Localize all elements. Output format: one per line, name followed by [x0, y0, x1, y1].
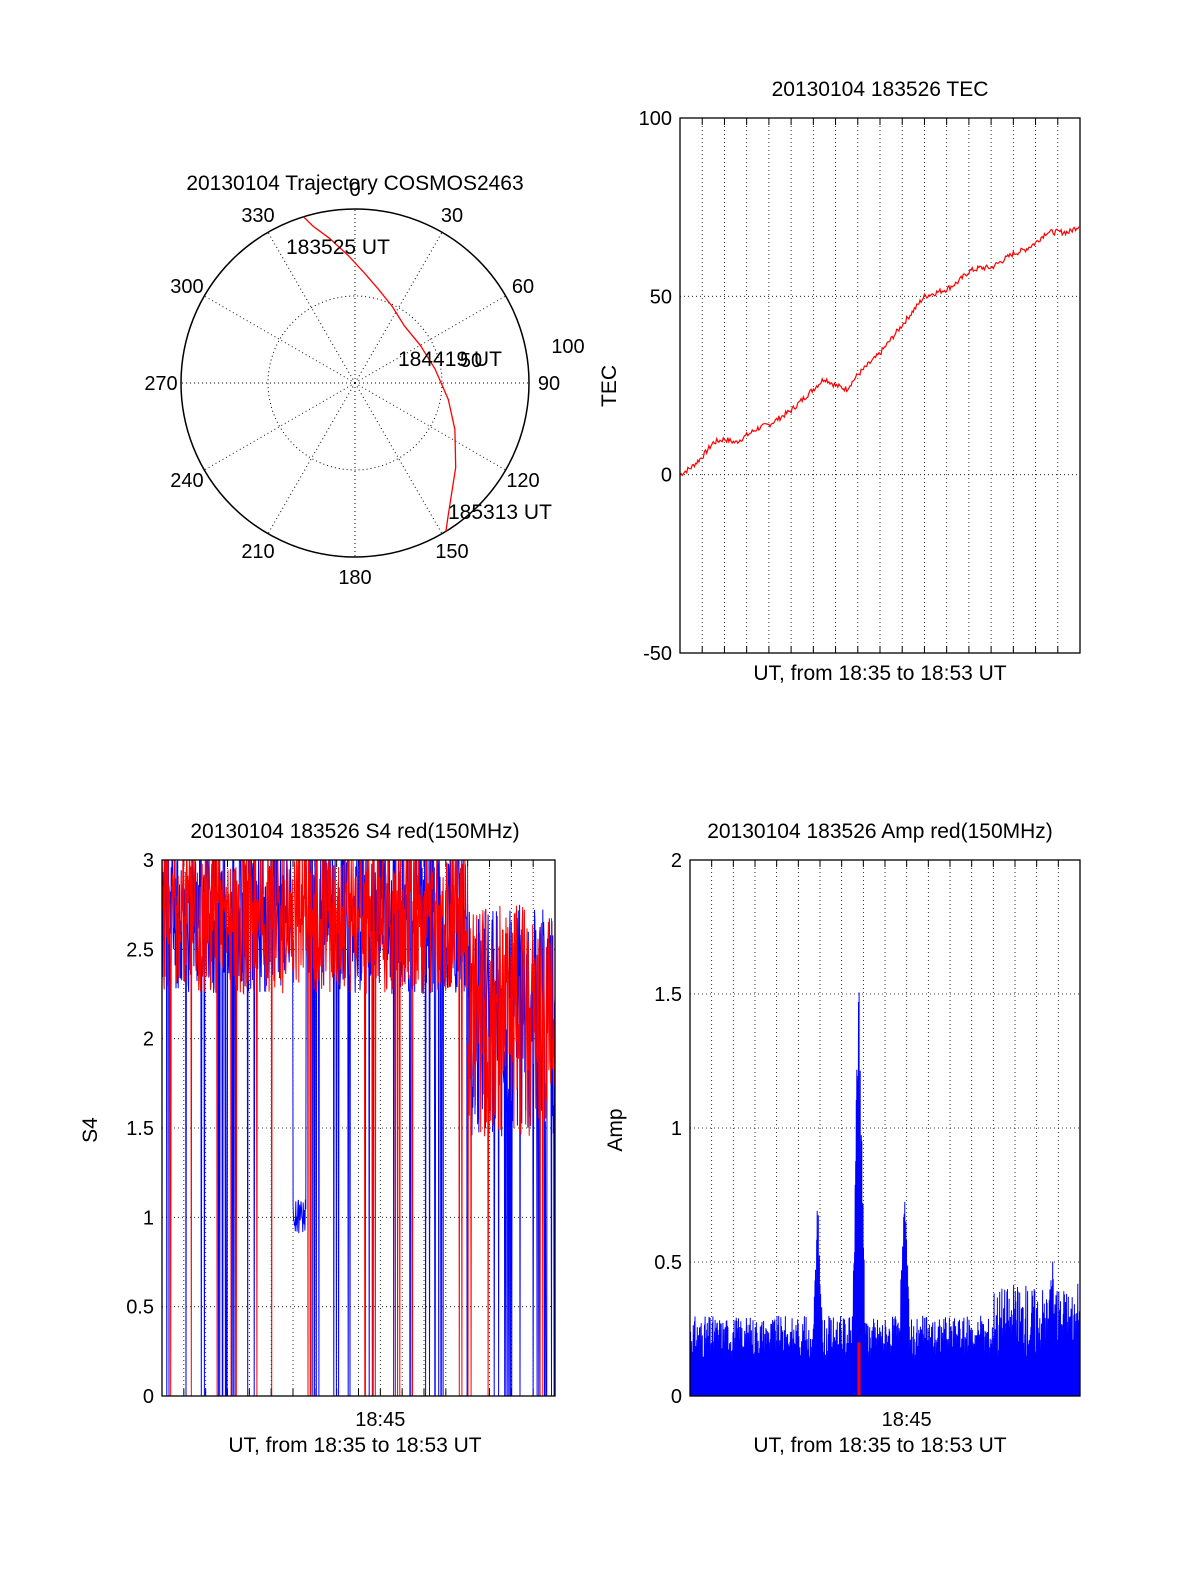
azimuth-label: 210: [241, 541, 274, 563]
plot-frame: [689, 859, 1081, 1397]
s4-xlabel: UT, from 18:35 to 18:53 UT: [228, 1434, 481, 1457]
azimuth-label: 270: [144, 373, 177, 395]
y-tick-label: 100: [639, 108, 672, 130]
x-tick-label: 18:45: [355, 1409, 405, 1431]
polar-trajectory-series: [303, 216, 457, 532]
amp-plot-area: 0 0.5 1 1.5 2 18:45: [654, 850, 1081, 1431]
azimuth-label: 120: [506, 470, 539, 492]
trajectory-time-label: 184419 UT: [398, 348, 502, 371]
trajectory-time-label: 183525 UT: [286, 236, 390, 259]
y-tick-label: 50: [650, 286, 672, 308]
tec-ylabel: TEC: [598, 365, 621, 407]
trajectory-time-label: 185313 UT: [448, 501, 552, 524]
azimuth-label: 60: [512, 276, 534, 298]
s4-series-group: [162, 860, 555, 1396]
s4-series-line: [162, 860, 555, 1396]
amp-ylabel: Amp: [604, 1108, 627, 1151]
polar-spoke: [354, 382, 506, 471]
s4-ylabel: S4: [79, 1117, 102, 1143]
polar-spoke: [204, 295, 356, 384]
tec-line: [679, 226, 1080, 477]
tec-title: 20130104 183526 TEC: [772, 78, 989, 101]
azimuth-label: 300: [170, 276, 203, 298]
polar-azimuth-labels: 0 30 60 90 120 150 180 210 240 270 300 330 50 100: [144, 179, 584, 589]
y-tick-label: 1: [143, 1207, 154, 1229]
plot-frame: [161, 859, 556, 1397]
s4-plot-area: 0 0.5 1 1.5 2 2.5 3 18:45: [126, 850, 556, 1431]
trajectory-title: 20130104 Trajectory COSMOS2463: [186, 172, 523, 195]
polar-spoke: [354, 232, 443, 384]
tec-plot-area: -50 0 50 100: [639, 108, 1081, 665]
polar-spoke: [267, 382, 356, 534]
y-tick-label: 0: [143, 1386, 154, 1408]
plot-frame: [679, 117, 1081, 654]
y-tick-label: 0: [661, 465, 672, 487]
s4-chart: 20130104 183526 S4 red(150MHz) UT, from …: [79, 820, 556, 1457]
s4-series-line: [162, 860, 555, 1396]
radial-ring-label: 100: [551, 336, 584, 358]
azimuth-label: 240: [170, 470, 203, 492]
polar-outer-ring: [180, 208, 530, 558]
polar-grid: [180, 208, 530, 558]
azimuth-label: 30: [441, 205, 463, 227]
y-tick-label: 2: [143, 1029, 154, 1051]
azimuth-label: 180: [338, 567, 371, 589]
polar-spoke: [267, 232, 356, 384]
y-tick-label: 0.5: [126, 1297, 154, 1319]
trajectory-polar-chart: 20130104 Trajectory COSMOS2463 0 30 60 90 12…: [144, 172, 584, 589]
polar-inner-ring: [267, 295, 443, 471]
azimuth-label: 150: [435, 541, 468, 563]
y-tick-label: 1: [671, 1118, 682, 1140]
amp-title: 20130104 183526 Amp red(150MHz): [707, 820, 1053, 843]
polar-spoke: [354, 295, 506, 384]
tec-xlabel: UT, from 18:35 to 18:53 UT: [753, 662, 1006, 685]
x-tick-label: 18:45: [882, 1409, 932, 1431]
y-tick-label: 1.5: [126, 1118, 154, 1140]
amp-xlabel: UT, from 18:35 to 18:53 UT: [753, 1434, 1006, 1457]
y-tick-label: 2: [671, 850, 682, 872]
y-tick-label: 0.5: [654, 1252, 682, 1274]
amp-chart: 20130104 183526 Amp red(150MHz) UT, from…: [604, 820, 1081, 1457]
tec-chart: 20130104 183526 TEC UT, from 18:35 to 18…: [598, 78, 1081, 685]
polar-spoke: [354, 382, 443, 534]
azimuth-label: 330: [241, 205, 274, 227]
polar-annotations: 183525 UT 184419 UT 185313 UT: [286, 236, 552, 524]
trajectory-line: [303, 216, 457, 532]
y-tick-label: -50: [643, 643, 672, 665]
s4-title: 20130104 183526 S4 red(150MHz): [190, 820, 519, 843]
y-tick-label: 3: [143, 850, 154, 872]
azimuth-label: 90: [538, 373, 560, 395]
y-tick-label: 2.5: [126, 939, 154, 961]
y-tick-label: 1.5: [654, 984, 682, 1006]
azimuth-label: 0: [349, 179, 360, 201]
radial-ring-label: 50: [460, 350, 482, 372]
y-tick-label: 0: [671, 1386, 682, 1408]
polar-spoke: [204, 382, 356, 471]
